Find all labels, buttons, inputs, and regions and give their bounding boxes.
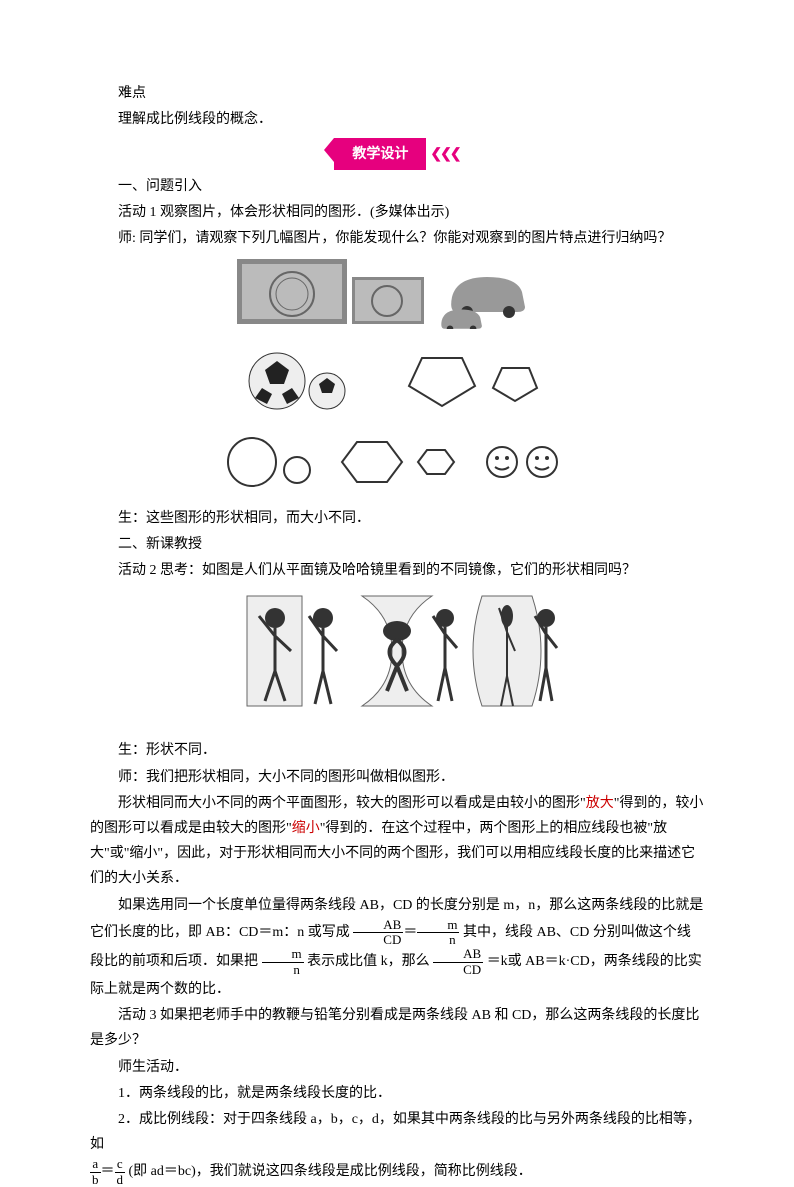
difficulty-label: 难点 — [90, 81, 704, 106]
shrink-keyword: 缩小 — [292, 821, 320, 836]
student-answer-1: 生：这些图形的形状相同，而大小不同． — [90, 506, 704, 531]
section-banner: 教学设计 — [334, 138, 426, 169]
teacher-statement-2: 师：我们把形状相同，大小不同的图形叫做相似图形． — [90, 765, 704, 790]
photo-comparison-row — [90, 259, 704, 338]
enlarge-keyword: 放大 — [586, 796, 614, 811]
fraction-a-b: ab — [90, 1157, 101, 1187]
paragraph-enlarge-shrink: 形状相同而大小不同的两个平面图形，较大的图形可以看成是由较小的图形"放大"得到的… — [90, 791, 704, 892]
section1-heading: 一、问题引入 — [90, 174, 704, 199]
student-answer-2: 生：形状不同． — [90, 738, 704, 763]
fraction-m-n: mn — [417, 918, 459, 948]
mirror-images-row — [90, 591, 704, 730]
banner-row: 教学设计 ❮❮❮ — [90, 138, 704, 169]
fraction-ab-cd: ABCD — [353, 918, 403, 948]
item2-text: 2．成比例线段：对于四条线段 a，b，c，d，如果其中两条线段的比与另外两条线段… — [90, 1107, 704, 1187]
difficulty-text: 理解成比例线段的概念． — [90, 107, 704, 132]
paragraph-ratio-definition: 如果选用同一个长度单位量得两条线段 AB，CD 的长度分别是 m，n，那么这两条… — [90, 893, 704, 1003]
fraction-ab-cd-2: ABCD — [433, 947, 483, 977]
item1-text: 1．两条线段的比，就是两条线段长度的比． — [90, 1081, 704, 1106]
chevron-icon: ❮❮❮ — [430, 147, 459, 162]
fraction-c-d: cd — [115, 1157, 126, 1187]
shisheng-activity: 师生活动． — [90, 1055, 704, 1080]
section2-heading: 二、新课教授 — [90, 532, 704, 557]
teacher-question-1: 师: 同学们，请观察下列几幅图片，你能发现什么？你能对观察到的图片特点进行归纳吗… — [90, 226, 704, 251]
activity2-text: 活动 2 思考：如图是人们从平面镜及哈哈镜里看到的不同镜像，它们的形状相同吗？ — [90, 558, 704, 583]
activity3-text: 活动 3 如果把老师手中的教鞭与铅笔分别看成是两条线段 AB 和 CD，那么这两… — [90, 1003, 704, 1053]
activity1-text: 活动 1 观察图片，体会形状相同的图形．(多媒体出示) — [90, 200, 704, 225]
fraction-m-n-2: mn — [262, 947, 304, 977]
soccer-pentagon-row — [90, 346, 704, 425]
circle-hexagon-smiley-row — [90, 434, 704, 498]
